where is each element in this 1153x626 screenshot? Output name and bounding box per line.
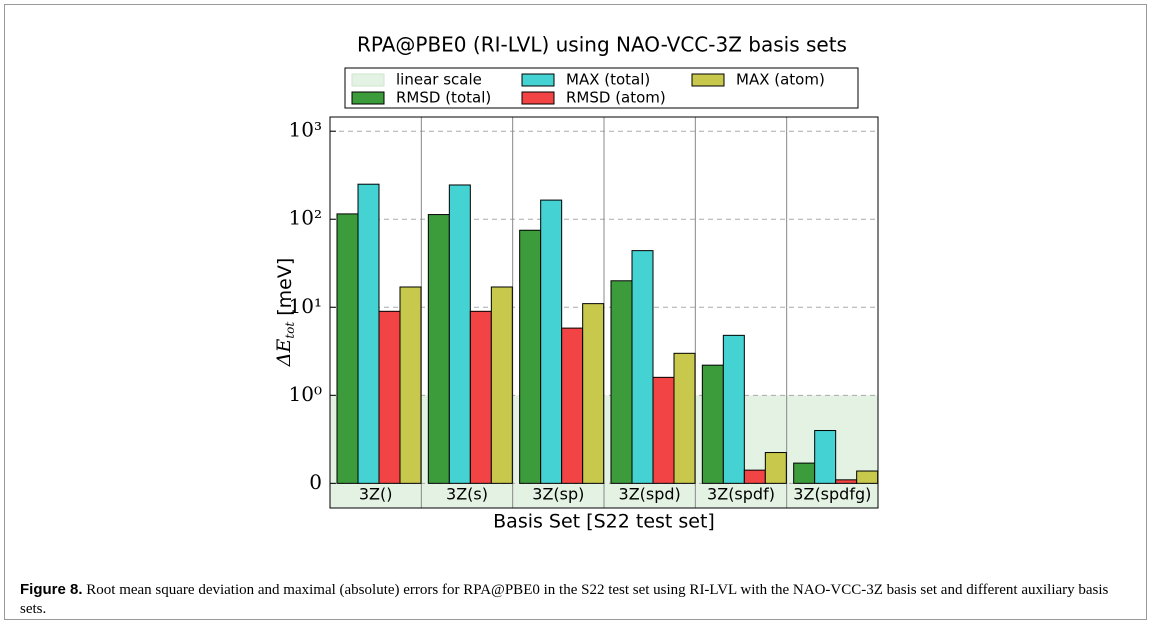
bar bbox=[490, 286, 513, 484]
bar bbox=[764, 452, 787, 484]
y-tick-label: 0 bbox=[309, 470, 322, 494]
caption: Figure 8. Root mean square deviation and… bbox=[20, 580, 1130, 619]
x-tick-label: 3Z() bbox=[359, 485, 393, 504]
y-tick-label: 10² bbox=[289, 206, 322, 230]
legend-label: MAX (total) bbox=[566, 71, 650, 89]
legend-swatch bbox=[521, 73, 555, 87]
bar bbox=[399, 286, 422, 484]
legend-frame bbox=[344, 67, 859, 109]
legend-label: linear scale bbox=[396, 71, 482, 89]
y-tick-label: 10⁰ bbox=[289, 382, 322, 406]
chart: RPA@PBE0 (RI-LVL) using NAO-VCC-3Z basis… bbox=[273, 33, 879, 533]
y-axis-label: ΔEtot [meV] bbox=[273, 258, 297, 368]
plot-frame bbox=[329, 116, 879, 509]
bar bbox=[448, 184, 471, 484]
bar bbox=[540, 199, 563, 484]
bar bbox=[673, 352, 696, 484]
caption-label: Figure 8. bbox=[20, 581, 83, 598]
legend-swatch bbox=[351, 73, 385, 87]
bar bbox=[631, 250, 654, 484]
legend-label: RMSD (atom) bbox=[566, 89, 666, 107]
bar bbox=[722, 334, 745, 484]
bar bbox=[701, 364, 724, 484]
bar bbox=[561, 327, 584, 484]
y-label-unit: [meV] bbox=[274, 258, 296, 322]
caption-text: Root mean square deviation and maximal (… bbox=[20, 582, 1109, 617]
chart-title: RPA@PBE0 (RI-LVL) using NAO-VCC-3Z basis… bbox=[357, 33, 847, 57]
bar bbox=[743, 469, 766, 484]
y-tick-label: 10¹ bbox=[289, 294, 322, 318]
y-label-sub: tot bbox=[283, 322, 297, 339]
legend-label: MAX (atom) bbox=[736, 71, 825, 89]
x-tick-label: 3Z(s) bbox=[446, 485, 488, 504]
x-tick-label: 3Z(spd) bbox=[619, 485, 681, 504]
bar bbox=[519, 229, 542, 484]
bar bbox=[357, 183, 380, 484]
bar bbox=[336, 213, 359, 484]
x-tick-label: 3Z(spdf) bbox=[707, 485, 775, 504]
legend-label: RMSD (total) bbox=[396, 89, 491, 107]
x-axis-label: Basis Set [S22 test set] bbox=[493, 511, 715, 533]
y-label-main: ΔE bbox=[273, 339, 295, 368]
bar bbox=[835, 479, 858, 484]
bar bbox=[469, 310, 492, 484]
bar bbox=[610, 280, 633, 484]
x-tick-label: 3Z(spdfg) bbox=[793, 485, 871, 504]
bar bbox=[793, 462, 816, 484]
bar bbox=[427, 214, 450, 484]
legend-swatch bbox=[351, 91, 385, 105]
x-tick-label: 3Z(sp) bbox=[532, 485, 584, 504]
bar bbox=[378, 310, 401, 484]
bar bbox=[652, 376, 675, 484]
legend-swatch bbox=[691, 73, 725, 87]
bar bbox=[814, 430, 837, 484]
y-tick-label: 10³ bbox=[289, 118, 322, 142]
bar bbox=[582, 303, 605, 484]
figure-frame bbox=[4, 4, 1147, 620]
legend-swatch bbox=[521, 91, 555, 105]
bar bbox=[856, 470, 879, 484]
